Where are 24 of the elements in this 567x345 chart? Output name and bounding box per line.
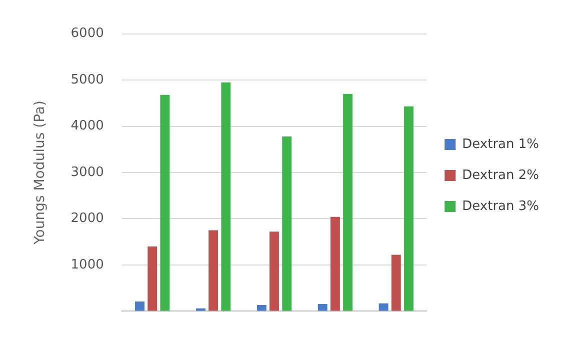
bar bbox=[270, 232, 279, 311]
bar bbox=[160, 94, 170, 311]
bar bbox=[391, 254, 401, 311]
bar bbox=[404, 106, 414, 311]
y-tick-label: 6000 bbox=[70, 26, 104, 42]
bar bbox=[282, 136, 292, 311]
legend-label: Dextran 2% bbox=[462, 168, 540, 183]
y-tick-label: 2000 bbox=[70, 211, 104, 226]
legend-label: Dextran 1% bbox=[462, 136, 540, 152]
bar bbox=[135, 301, 144, 311]
bar bbox=[318, 304, 328, 311]
y-tick-label: 4000 bbox=[70, 118, 104, 134]
y-tick-label: 3000 bbox=[70, 164, 104, 180]
bar bbox=[256, 304, 266, 311]
bar bbox=[148, 246, 158, 311]
bar bbox=[330, 216, 340, 311]
bar bbox=[208, 230, 218, 311]
y-tick-label: 5000 bbox=[70, 72, 104, 88]
y-axis-title: Youngs Modulus (Pa) bbox=[32, 100, 48, 246]
bar bbox=[343, 94, 353, 311]
bar bbox=[378, 303, 388, 311]
legend-label: Dextran 3% bbox=[462, 198, 540, 214]
y-tick-label: 1000 bbox=[70, 257, 104, 272]
bar bbox=[221, 82, 231, 311]
